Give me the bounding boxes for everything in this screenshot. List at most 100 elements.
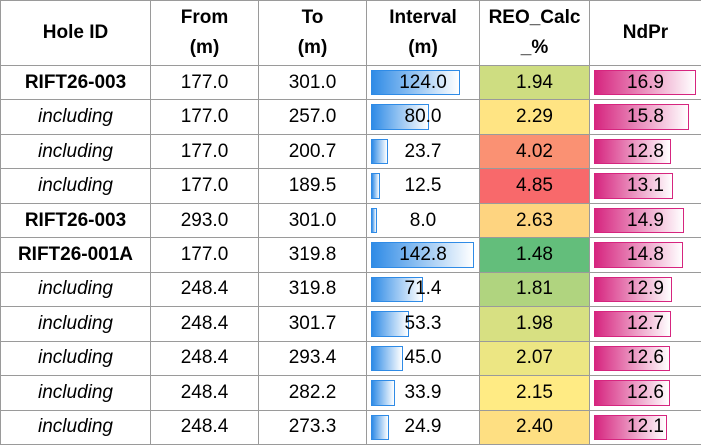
cell: RIFT26-001A [0, 237, 151, 273]
value-text: 248.4 [180, 347, 229, 369]
column-header: Hole ID [0, 0, 151, 66]
interval-bar [371, 380, 396, 406]
interval-bar [371, 242, 474, 268]
value-text: 23.7 [404, 140, 442, 162]
value-text: 273.3 [288, 416, 337, 438]
table-body: RIFT26-003 177.0 301.0 124.0 1.94 16.9 includi… [0, 64, 701, 445]
cell: 14.9 [589, 202, 701, 239]
cell: 14.8 [589, 237, 701, 273]
cell: 12.9 [589, 271, 701, 308]
ndpr-bar [594, 311, 671, 337]
cell: 23.7 [366, 133, 480, 170]
value-text: 177.0 [180, 71, 229, 93]
value-text: 4.02 [516, 140, 553, 162]
cell: 8.0 [366, 202, 480, 239]
value-text: 45.0 [404, 347, 442, 369]
hole-id: RIFT26-003 [24, 71, 127, 93]
interval-bar [371, 104, 429, 130]
cell: 2.63 [479, 202, 590, 239]
hole-id: including [38, 106, 113, 128]
cell: 24.9 [366, 409, 480, 445]
value-text: 12.1 [627, 416, 664, 438]
header-row: Hole ID From (m) To (m) Interval (m) REO_Cal… [0, 0, 701, 66]
value-text: 301.0 [288, 71, 337, 93]
column-header: From (m) [150, 0, 259, 66]
value-text: 2.29 [516, 106, 553, 128]
value-text: 1.81 [516, 278, 553, 300]
cell: 12.1 [589, 409, 701, 445]
value-text: 12.6 [627, 381, 664, 403]
cell: 248.4 [150, 306, 259, 342]
ndpr-bar [594, 173, 674, 199]
table-row: including 177.0 257.0 80.0 2.29 15.8 [0, 99, 701, 135]
cell: including [0, 168, 151, 204]
value-text: 14.8 [627, 243, 664, 265]
cell: including [0, 409, 151, 445]
cell: 71.4 [366, 271, 480, 308]
cell: 1.48 [479, 237, 590, 273]
cell: 12.5 [366, 168, 480, 204]
cell: including [0, 306, 151, 342]
cell: including [0, 271, 151, 308]
value-text: 14.9 [627, 209, 664, 231]
cell: 1.81 [479, 271, 590, 308]
cell: 4.85 [479, 168, 590, 204]
cell: 2.07 [479, 340, 590, 377]
cell: 142.8 [366, 237, 480, 273]
cell: 2.40 [479, 409, 590, 445]
table-row: including 177.0 189.5 12.5 4.85 13.1 [0, 168, 701, 204]
value-text: 248.4 [180, 381, 229, 403]
cell: 177.0 [150, 64, 259, 101]
value-text: 177.0 [180, 175, 229, 197]
value-text: 71.4 [404, 278, 442, 300]
value-text: 177.0 [180, 243, 229, 265]
column-header: NdPr [589, 0, 701, 66]
cell: 1.98 [479, 306, 590, 342]
table-row: including 248.4 273.3 24.9 2.40 12.1 [0, 409, 701, 445]
table-row: RIFT26-001A 177.0 319.8 142.8 1.48 14.8 [0, 237, 701, 273]
hole-id: including [38, 312, 113, 334]
cell: 293.0 [150, 202, 259, 239]
interval-bar [371, 173, 381, 199]
value-text: 248.4 [180, 416, 229, 438]
value-text: 2.15 [516, 381, 553, 403]
value-text: 177.0 [180, 106, 229, 128]
value-text: 12.5 [404, 175, 442, 197]
value-text: 12.8 [627, 140, 664, 162]
ndpr-bar [594, 380, 671, 406]
interval-bar [371, 70, 461, 96]
cell: 2.15 [479, 375, 590, 411]
column-header: REO_Calc _% [479, 0, 590, 66]
value-text: 53.3 [404, 312, 442, 334]
ndpr-bar [594, 207, 684, 234]
cell: RIFT26-003 [0, 202, 151, 239]
value-text: 200.7 [288, 140, 337, 162]
cell: 80.0 [366, 99, 480, 135]
value-text: 282.2 [288, 381, 337, 403]
cell: 200.7 [258, 133, 367, 170]
cell: 12.7 [589, 306, 701, 342]
cell: including [0, 133, 151, 170]
cell: 4.02 [479, 133, 590, 170]
cell: including [0, 340, 151, 377]
column-header: Interval (m) [366, 0, 480, 66]
ndpr-bar [594, 70, 696, 96]
cell: 12.8 [589, 133, 701, 170]
cell: 12.6 [589, 340, 701, 377]
table-row: RIFT26-003 293.0 301.0 8.0 2.63 14.9 [0, 202, 701, 239]
table-row: RIFT26-003 177.0 301.0 124.0 1.94 16.9 [0, 64, 701, 101]
value-text: 80.0 [404, 106, 442, 128]
table-row: including 248.4 301.7 53.3 1.98 12.7 [0, 306, 701, 342]
cell: 16.9 [589, 64, 701, 101]
ndpr-bar [594, 242, 684, 268]
value-text: 8.0 [409, 209, 437, 231]
value-text: 2.07 [516, 347, 553, 369]
value-text: 15.8 [627, 106, 664, 128]
value-text: 319.8 [288, 278, 337, 300]
ndpr-bar [594, 276, 672, 303]
value-text: 33.9 [404, 381, 442, 403]
cell: 319.8 [258, 271, 367, 308]
hole-id: including [38, 175, 113, 197]
value-text: 257.0 [288, 106, 337, 128]
value-text: 301.7 [288, 312, 337, 334]
